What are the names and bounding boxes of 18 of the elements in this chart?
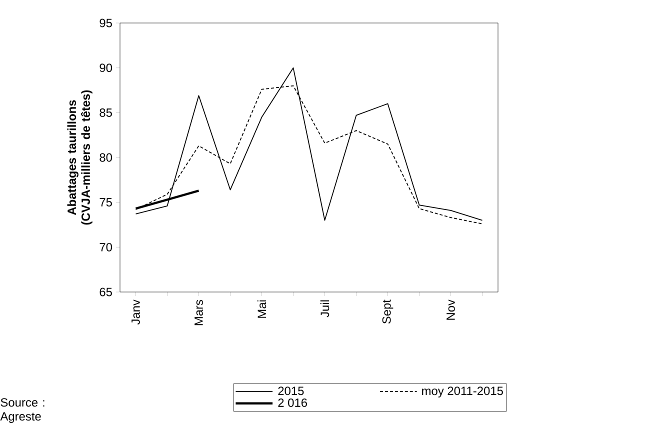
y-tick-label: 65 — [100, 288, 112, 296]
y-axis-title: Abattages taurillons (CVJA-milliers de têtes) — [67, 90, 92, 225]
x-tick-label: Janv — [132, 300, 140, 325]
legend-label: 2015 — [278, 386, 304, 396]
x-tick-label: Nov — [446, 300, 455, 320]
y-tick-label: 95 — [100, 18, 112, 28]
x-tick-label: Juil — [320, 300, 330, 318]
legend-label: moy 2011-2015 — [422, 386, 503, 398]
y-tick-label: 75 — [100, 198, 112, 206]
y-tick-label: 90 — [100, 64, 112, 72]
x-tick-label: Sept — [382, 300, 394, 324]
source-note: Source : Agreste — [0, 398, 44, 423]
x-tick-label: Mars — [194, 300, 203, 326]
legend-label: 2 016 — [278, 398, 308, 407]
y-tick-label: 70 — [100, 242, 112, 252]
x-tick-label: Mai — [257, 300, 266, 318]
y-tick-label: 85 — [100, 108, 112, 117]
y-tick-label: 80 — [100, 153, 112, 162]
